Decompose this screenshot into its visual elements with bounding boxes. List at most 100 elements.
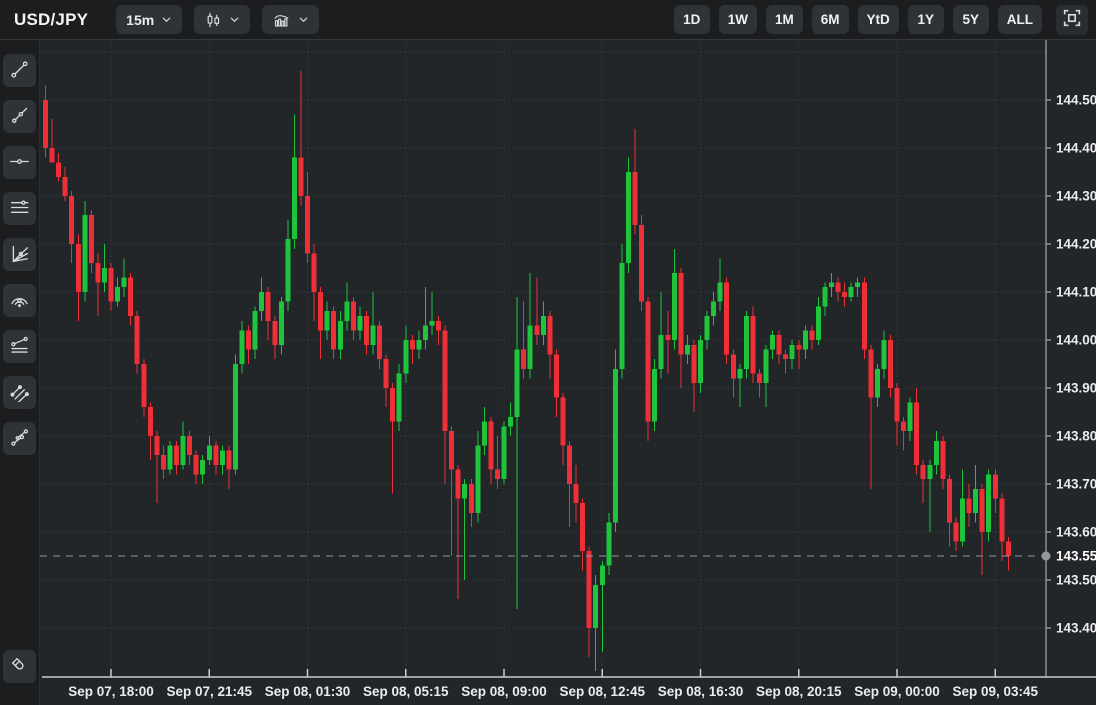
time-tick-label: Sep 09, 00:00 — [854, 684, 940, 699]
fan-lines-tool-button[interactable] — [3, 238, 36, 271]
candle-body-up — [259, 292, 265, 312]
candle-body-up — [907, 402, 913, 432]
candle-body-up — [652, 368, 658, 422]
candle-body-down — [953, 522, 959, 542]
candle-body-up — [606, 522, 612, 566]
trend-line-tool-button[interactable] — [3, 54, 36, 87]
period-button-1m[interactable]: 1M — [765, 5, 803, 34]
candle-body-up — [527, 325, 533, 369]
candle-body-up — [232, 364, 238, 470]
period-button-ytd[interactable]: YtD — [857, 5, 899, 34]
candle-body-down — [586, 551, 592, 628]
price-tick-label: 143.40 — [1056, 621, 1096, 636]
candles — [43, 71, 1011, 672]
candle-body-up — [324, 311, 330, 331]
candle-body-down — [842, 292, 848, 297]
candle-body-down — [783, 354, 789, 360]
candle-body-up — [206, 445, 212, 460]
candle-body-down — [88, 215, 94, 264]
candle-body-up — [599, 565, 605, 585]
current-price-label: 143.55 — [1056, 549, 1096, 564]
candle-body-down — [409, 340, 415, 350]
period-button-1d[interactable]: 1D — [673, 5, 710, 34]
candle-body-down — [134, 316, 140, 364]
ray-line-tool-button[interactable] — [3, 100, 36, 133]
candle-body-up — [848, 287, 854, 297]
period-button-all[interactable]: ALL — [997, 5, 1042, 34]
magnet-tool-button[interactable] — [3, 650, 36, 683]
candle-body-up — [874, 368, 880, 398]
price-tick-label: 144.40 — [1056, 141, 1096, 156]
histogram-indicator-icon — [272, 11, 291, 29]
candle-body-down — [49, 148, 55, 163]
time-tick-label: Sep 08, 16:30 — [658, 684, 744, 699]
candle-body-up — [802, 330, 808, 350]
horizontal-line-icon — [9, 151, 30, 175]
period-button-6m[interactable]: 6M — [811, 5, 849, 34]
candle-body-up — [763, 349, 769, 384]
time-tick-label: Sep 08, 20:15 — [756, 684, 842, 699]
candle-body-up — [475, 445, 481, 513]
time-tick-label: Sep 07, 18:00 — [68, 684, 154, 699]
candle-body-down — [665, 335, 671, 340]
price-tick-label: 144.00 — [1056, 333, 1096, 348]
candle-body-down — [1005, 541, 1011, 556]
indicators-dropdown[interactable] — [262, 5, 320, 34]
candle-body-up — [121, 277, 127, 288]
candle-body-down — [488, 421, 494, 470]
parallel-channel-tool-button[interactable] — [3, 376, 36, 409]
current-price-dot — [1041, 551, 1051, 561]
parallel-lines-tool-button[interactable] — [3, 192, 36, 225]
price-tick-label: 144.50 — [1056, 93, 1096, 108]
fib-trend-lines-tool-button[interactable] — [3, 330, 36, 363]
candle-body-down — [442, 330, 448, 432]
candle-body-down — [894, 388, 900, 422]
period-button-1w[interactable]: 1W — [718, 5, 757, 34]
candle-body-up — [252, 311, 258, 350]
candle-body-up — [514, 349, 520, 417]
candle-body-down — [95, 263, 101, 283]
candle-body-down — [494, 469, 500, 480]
fullscreen-button[interactable] — [1056, 4, 1088, 35]
candle-body-up — [501, 426, 507, 480]
interval-dropdown[interactable]: 15m — [116, 5, 183, 34]
candle-body-down — [226, 450, 232, 470]
candle-body-up — [422, 325, 428, 340]
chart-canvas[interactable]: 144.50 144.40 144.30 144.20 144.10 144.00 143.… — [40, 40, 1096, 705]
candle-body-down — [920, 464, 926, 480]
candle-body-down — [141, 364, 147, 408]
candle-body-down — [776, 335, 782, 355]
candle-body-down — [992, 474, 998, 499]
candle-body-up — [625, 172, 631, 264]
period-button-1y[interactable]: 1Y — [907, 5, 944, 34]
drawing-toolbar — [0, 40, 40, 705]
fib-arcs-tool-button[interactable] — [3, 284, 36, 317]
candle-body-down — [377, 325, 383, 360]
candle-body-up — [101, 268, 107, 283]
candle-body-down — [69, 196, 75, 244]
candle-body-up — [698, 340, 703, 384]
candle-body-up — [540, 316, 546, 336]
candle-body-up — [239, 330, 245, 364]
candle-body-down — [756, 373, 762, 384]
disjoint-channel-tool-button[interactable] — [3, 422, 36, 455]
price-tick-label: 144.30 — [1056, 189, 1096, 204]
fan-lines-icon — [9, 243, 30, 267]
candle-body-up — [881, 340, 887, 369]
candle-body-down — [383, 359, 389, 388]
candle-body-down — [436, 320, 441, 331]
time-axis[interactable]: Sep 07, 18:00 Sep 07, 21:45 Sep 08, 01:30 S… — [42, 669, 1096, 699]
candle-body-down — [861, 282, 867, 350]
chart-controls: 15m — [116, 5, 320, 34]
candle-body-down — [521, 349, 527, 369]
parallel-channel-icon — [9, 381, 30, 405]
topbar: USD/JPY 15m — [0, 0, 1096, 40]
candle-body-down — [835, 282, 841, 292]
period-button-5y[interactable]: 5Y — [952, 5, 989, 34]
candle-body-down — [979, 488, 985, 532]
horizontal-line-tool-button[interactable] — [3, 146, 36, 179]
candle-body-down — [678, 272, 684, 355]
price-axis[interactable]: 144.50 144.40 144.30 144.20 144.10 144.00 143.… — [1041, 40, 1096, 677]
candle-body-up — [403, 340, 409, 374]
chart-type-dropdown[interactable] — [194, 5, 251, 34]
